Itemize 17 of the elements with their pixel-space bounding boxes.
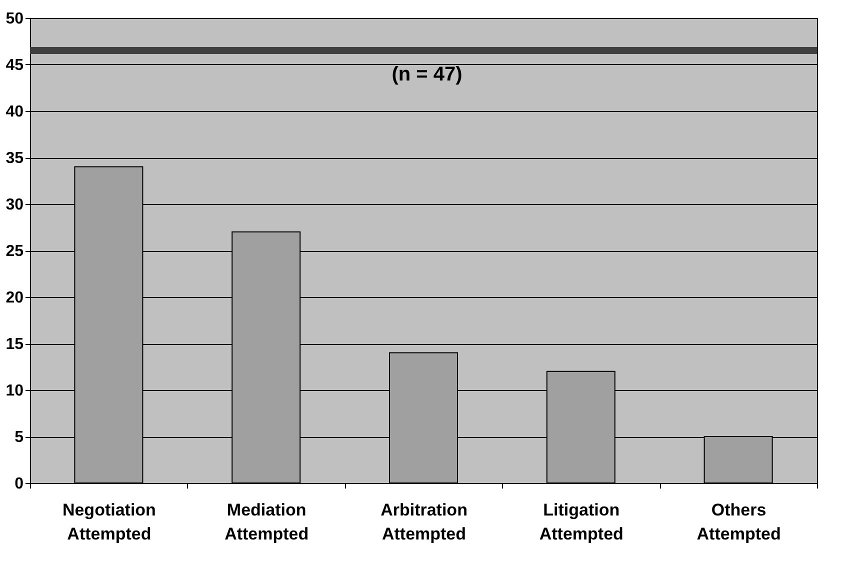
y-tick-label: 50 xyxy=(6,10,24,28)
x-tick-label: Negotiation Attempted xyxy=(62,500,156,544)
y-tick-label: 0 xyxy=(14,476,24,492)
y-tick-label: 10 xyxy=(6,382,24,400)
x-tick-label: Others Attempted xyxy=(696,500,781,544)
y-tick-label: 5 xyxy=(14,429,24,446)
y-tick-label: 20 xyxy=(6,290,24,306)
y-tick-label: 15 xyxy=(6,336,24,353)
x-tick-label: Mediation Attempted xyxy=(224,500,309,544)
ref-line-label: (n = 47) xyxy=(392,64,462,86)
x-tick-label: Arbitration Attempted xyxy=(380,500,468,544)
x-tick-label: Litigation Attempted xyxy=(539,500,624,544)
y-tick-label: 30 xyxy=(6,196,24,214)
y-tick-label: 25 xyxy=(6,243,24,260)
y-tick-label: 40 xyxy=(6,104,24,120)
y-tick-label: 35 xyxy=(6,150,24,167)
y-tick-label: 45 xyxy=(6,57,24,74)
